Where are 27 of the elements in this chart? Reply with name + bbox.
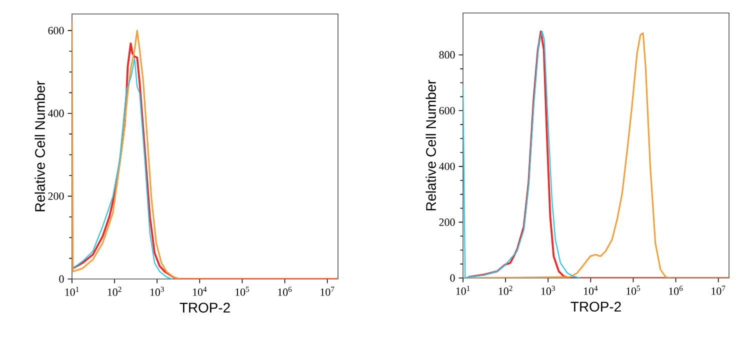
x-tick-label: 10$^{1}$: [65, 286, 79, 296]
x-tick-label: 10$^{5}$: [626, 286, 640, 295]
x-tick-label: 10$^{6}$: [669, 286, 683, 295]
x-tick-label: 10$^{6}$: [278, 286, 292, 296]
y-tick-label: 600: [439, 106, 455, 114]
y-tick-label: 200: [48, 192, 64, 200]
x-tick-label: 10$^{2}$: [498, 286, 512, 295]
y-tick-label: 600: [48, 26, 64, 34]
y-tick-label: 0: [450, 274, 455, 282]
x-tick-label: 10$^{3}$: [150, 286, 164, 296]
y-tick-label: 200: [439, 218, 455, 226]
y-axis-title: Relative Cell Number: [34, 80, 45, 212]
y-tick-label: 800: [439, 51, 455, 59]
y-tick-label: 400: [439, 162, 455, 170]
x-axis-title: TROP-2: [180, 302, 230, 313]
x-tick-label: 10$^{5}$: [236, 286, 250, 296]
x-tick-label: 10$^{7}$: [712, 286, 726, 295]
x-axis-title: TROP-2: [570, 302, 621, 312]
x-tick-label: 10$^{2}$: [108, 286, 122, 296]
x-tick-label: 10$^{1}$: [456, 286, 470, 295]
y-axis-title: Relative Cell Number: [426, 80, 436, 210]
x-tick-label: 10$^{4}$: [584, 286, 598, 295]
y-tick-label: 0: [59, 275, 64, 283]
x-tick-label: 10$^{7}$: [320, 286, 334, 296]
y-tick-label: 400: [48, 110, 64, 118]
x-tick-label: 10$^{4}$: [192, 286, 207, 296]
x-tick-label: 10$^{3}$: [541, 286, 555, 295]
